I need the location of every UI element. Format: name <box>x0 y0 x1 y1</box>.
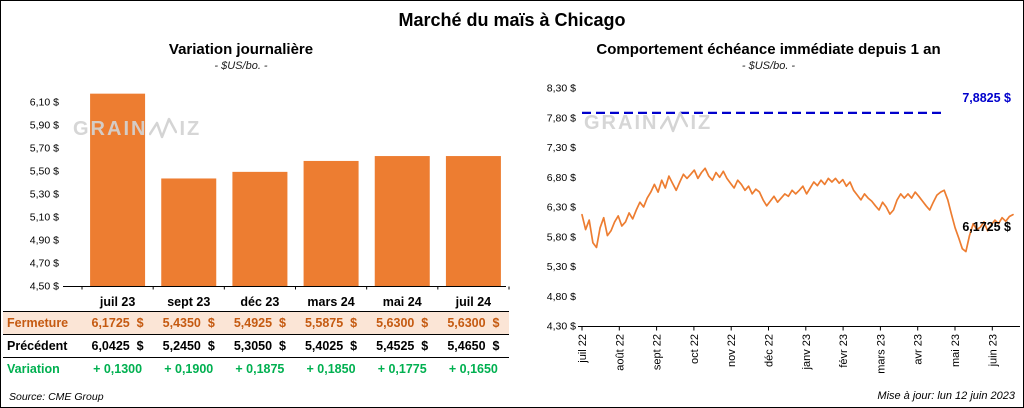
svg-text:oct 22: oct 22 <box>689 334 701 364</box>
table-cell: 5,6300 $ <box>447 315 500 330</box>
svg-text:juin 23: juin 23 <box>987 334 999 367</box>
watermark-zigzag-icon <box>660 111 689 133</box>
page-title: Marché du maïs à Chicago <box>398 10 626 30</box>
svg-text:5,80 $: 5,80 $ <box>547 231 576 243</box>
table-col-header: déc 23 <box>240 294 280 309</box>
table-row-label: Précédent <box>7 338 68 353</box>
table-cell: 5,2450 $ <box>162 338 215 353</box>
grainwiz-watermark: GRAIN IZ <box>584 111 712 135</box>
svg-text:4,70 $: 4,70 $ <box>30 258 59 270</box>
svg-text:févr 23: févr 23 <box>838 334 850 368</box>
table-col-header: mars 24 <box>307 294 355 309</box>
svg-text:janv 23: janv 23 <box>801 334 813 370</box>
price-table: juil 23 sept 23 déc 23 mars 24 mai 24 juil 24… <box>3 293 509 380</box>
watermark-text-right: IZ <box>690 111 713 134</box>
table-cell: 5,4025 $ <box>304 338 358 353</box>
svg-text:6,30 $: 6,30 $ <box>547 202 576 214</box>
svg-text:5,50 $: 5,50 $ <box>30 166 59 178</box>
table-cell: 6,1725 $ <box>91 315 144 330</box>
bar-chart-title: Variation journalière <box>168 41 314 58</box>
svg-text:6,10 $: 6,10 $ <box>30 97 59 109</box>
watermark-zigzag-icon <box>149 117 178 139</box>
watermark-text-right: IZ <box>179 117 202 140</box>
svg-text:juil 22: juil 22 <box>577 334 589 364</box>
table-corner <box>3 293 82 311</box>
svg-text:déc 22: déc 22 <box>764 334 776 367</box>
one-year-line-chart: 8,30 $ 7,80 $ 7,30 $ 6,80 $ 6,30 $ 5,80 $ 5,30… <box>547 83 1020 374</box>
line-chart-title: Comportement échéance immédiate depuis 1… <box>596 41 941 58</box>
table-cell: + 0,1850 <box>306 361 356 376</box>
grainwiz-watermark: GRAIN IZ <box>73 117 201 141</box>
svg-text:4,90 $: 4,90 $ <box>30 235 59 247</box>
table-col-header: juil 24 <box>455 294 492 309</box>
table-row-close: Fermeture 6,1725 $ 5,4350 $ 5,4925 $ 5,5875 … <box>3 311 509 334</box>
svg-text:4,50 $: 4,50 $ <box>30 281 59 293</box>
watermark-text-left: GRAIN <box>73 117 148 140</box>
last-close-value-label: 6,1725 $ <box>962 220 1011 234</box>
table-row-variation: Variation + 0,1300 + 0,1900 + 0,1875 + 0,185… <box>3 357 509 380</box>
table-cell: 6,0425 $ <box>91 338 144 353</box>
table-cell: 5,6300 $ <box>376 315 429 330</box>
svg-text:5,10 $: 5,10 $ <box>30 212 59 224</box>
svg-text:8,30 $: 8,30 $ <box>547 83 576 95</box>
table-cell: 5,4650 $ <box>447 338 500 353</box>
table-cell: + 0,1650 <box>448 361 498 376</box>
update-note: Mise à jour: lun 12 juin 2023 <box>877 390 1015 402</box>
table-cell: + 0,1300 <box>93 361 143 376</box>
svg-text:avr 23: avr 23 <box>913 334 925 365</box>
svg-text:5,70 $: 5,70 $ <box>30 143 59 155</box>
source-note: Source: CME Group <box>9 391 104 403</box>
svg-text:4,30 $: 4,30 $ <box>547 321 576 333</box>
table-cell: + 0,1875 <box>235 361 285 376</box>
table-cell: 5,5875 $ <box>304 315 358 330</box>
table-cell: 5,4925 $ <box>233 315 286 330</box>
svg-text:août 22: août 22 <box>614 334 626 371</box>
svg-text:mars 23: mars 23 <box>875 334 887 374</box>
svg-text:4,80 $: 4,80 $ <box>547 291 576 303</box>
daily-variation-bar-chart: 6,10 $ 5,90 $ 5,70 $ 5,50 $ 5,30 $ 5,10 $ 4,90… <box>30 93 510 293</box>
line-chart-subtitle: - $US/bo. - <box>741 60 796 72</box>
svg-text:sept 22: sept 22 <box>652 334 664 370</box>
table-cell: 5,4350 $ <box>162 315 215 330</box>
year-high-value-label: 7,8825 $ <box>962 91 1011 105</box>
table-cell: 5,4525 $ <box>376 338 429 353</box>
svg-text:nov 22: nov 22 <box>726 334 738 367</box>
svg-text:7,80 $: 7,80 $ <box>547 112 576 124</box>
svg-text:6,80 $: 6,80 $ <box>547 172 576 184</box>
svg-text:mai 23: mai 23 <box>950 334 962 367</box>
bar-chart-subtitle: - $US/bo. - <box>214 60 268 72</box>
table-cell: + 0,1775 <box>377 361 427 376</box>
table-row-previous: Précédent 6,0425 $ 5,2450 $ 5,3050 $ 5,4025 … <box>3 334 509 357</box>
table-col-header: sept 23 <box>167 294 211 309</box>
svg-text:7,30 $: 7,30 $ <box>547 142 576 154</box>
table-header-row: juil 23 sept 23 déc 23 mars 24 mai 24 juil 24 <box>3 293 509 311</box>
watermark-text-left: GRAIN <box>584 111 659 134</box>
table-row-label: Variation <box>7 361 60 376</box>
table-col-header: mai 24 <box>382 294 422 309</box>
svg-text:5,30 $: 5,30 $ <box>30 189 59 201</box>
table-col-header: juil 23 <box>99 294 136 309</box>
table-row-label: Fermeture <box>7 315 69 330</box>
table-cell: + 0,1900 <box>164 361 214 376</box>
table-cell: 5,3050 $ <box>233 338 286 353</box>
svg-text:5,90 $: 5,90 $ <box>30 120 59 132</box>
svg-text:5,30 $: 5,30 $ <box>547 261 576 273</box>
